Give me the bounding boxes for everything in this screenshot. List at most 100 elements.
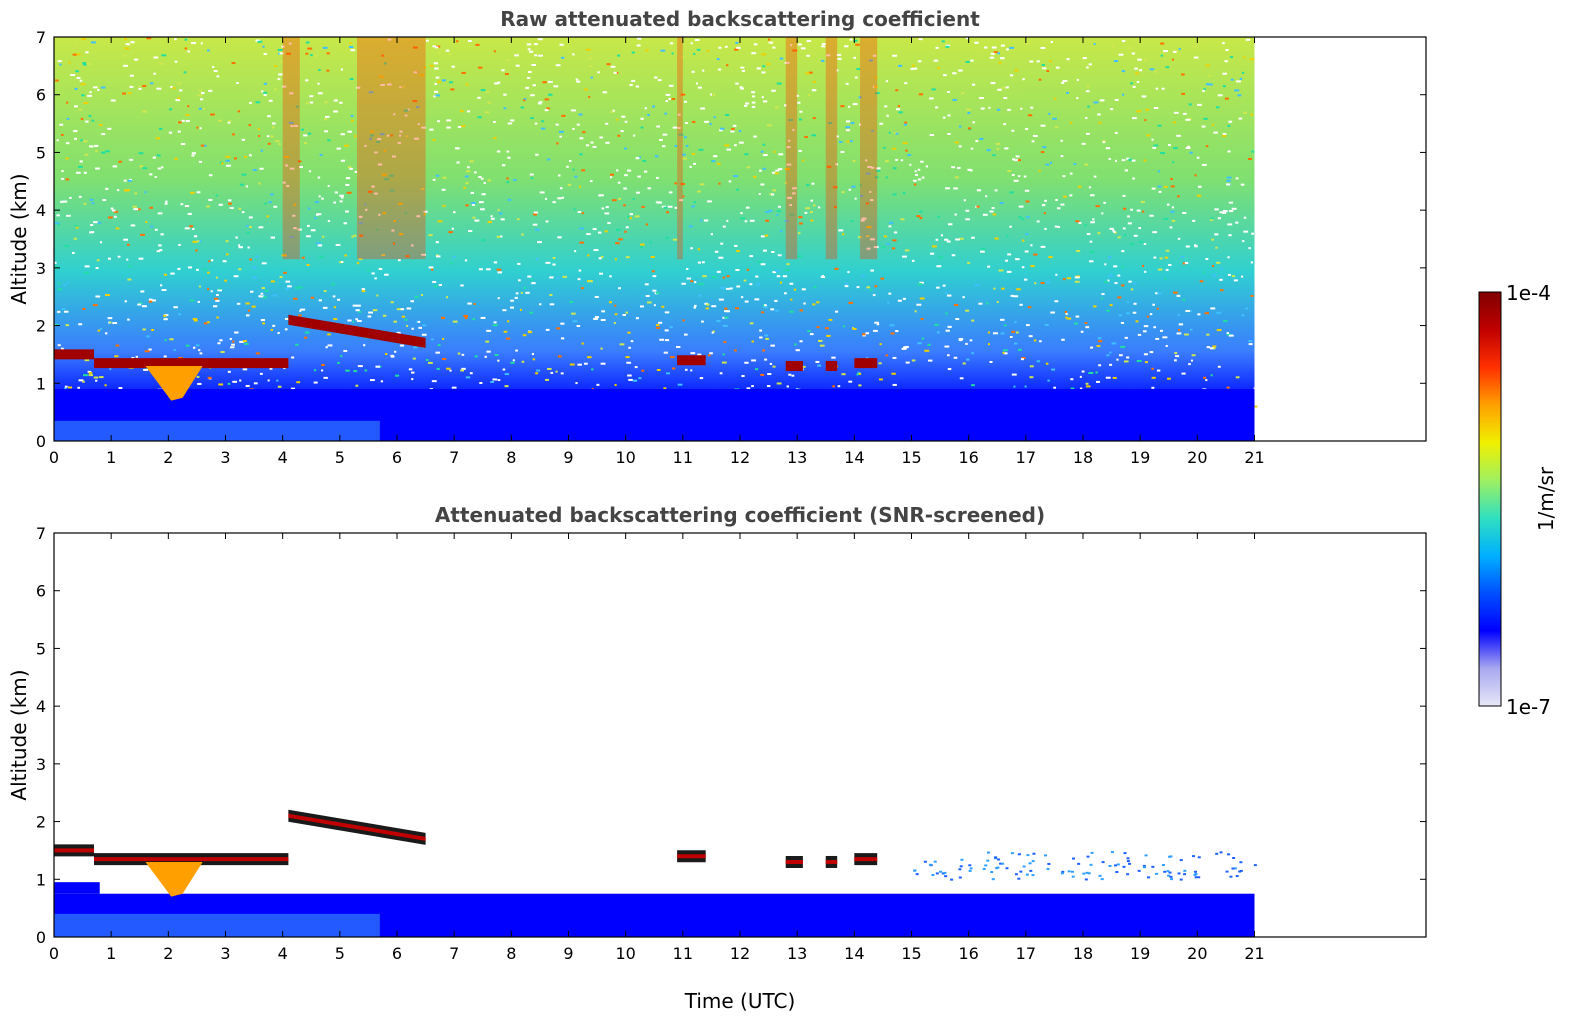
noise-speck — [69, 196, 72, 199]
noise-speck — [798, 216, 803, 219]
noise-speck — [1061, 81, 1065, 84]
noise-speck — [423, 213, 426, 216]
noise-speck — [1090, 221, 1095, 224]
noise-speck — [846, 140, 851, 143]
noise-speck — [723, 341, 727, 344]
noise-speck — [870, 238, 875, 241]
noise-speck — [1243, 216, 1247, 219]
noise-speck — [952, 98, 957, 101]
noise-speck — [339, 101, 343, 104]
noise-speck — [396, 331, 401, 334]
noise-speck — [435, 241, 439, 244]
noise-speck — [1223, 320, 1228, 323]
noise-speck — [123, 189, 129, 192]
noise-speck — [934, 323, 939, 326]
noise-speck — [1151, 376, 1156, 379]
noise-speck — [520, 291, 523, 294]
noise-speck — [1194, 245, 1198, 248]
noise-speck — [290, 125, 294, 128]
noise-speck — [625, 356, 630, 359]
noise-speck — [1172, 291, 1178, 294]
noise-speck — [358, 258, 363, 261]
noise-speck — [1201, 125, 1206, 128]
noise-speck — [83, 102, 89, 105]
noise-speck — [605, 206, 609, 209]
noise-speck — [428, 266, 434, 269]
noise-speck — [725, 64, 729, 67]
noise-speck — [902, 142, 908, 145]
noise-speck — [284, 328, 288, 331]
screened-speck — [1169, 875, 1173, 878]
noise-speck — [217, 119, 222, 122]
y-axis-label: Altitude (km) — [7, 669, 31, 800]
noise-speck — [486, 90, 490, 93]
noise-speck — [591, 368, 594, 371]
noise-speck — [735, 82, 739, 85]
noise-speck — [95, 267, 99, 270]
noise-speck — [131, 357, 135, 360]
noise-speck — [431, 338, 434, 341]
noise-speck — [115, 227, 120, 230]
noise-speck — [464, 175, 469, 178]
noise-speck — [220, 351, 225, 354]
noise-speck — [1007, 253, 1012, 256]
noise-speck — [140, 233, 145, 236]
noise-speck — [432, 45, 436, 48]
screened-speck — [1123, 852, 1127, 855]
noise-speck — [1217, 365, 1221, 368]
noise-speck — [61, 133, 64, 136]
noise-speck — [97, 329, 101, 332]
x-axis-ticks: 0 1 2 3 4 5 6 7 8 9 10 11 12 13 14 15 16 17 18 19 20 21 — [49, 533, 1265, 963]
noise-speck — [903, 123, 907, 126]
noise-speck — [856, 286, 860, 289]
noise-speck — [494, 354, 499, 357]
noise-speck — [819, 344, 825, 347]
noise-speck — [764, 234, 769, 237]
noise-speck — [1123, 234, 1127, 237]
noise-speck — [333, 110, 338, 113]
noise-speck — [393, 113, 396, 116]
noise-speck — [1069, 194, 1073, 197]
screened-speck — [1031, 874, 1035, 877]
noise-speck — [970, 169, 973, 172]
noise-speck — [246, 231, 250, 234]
noise-speck — [507, 198, 512, 201]
noise-speck — [581, 212, 584, 215]
noise-speck — [652, 289, 657, 292]
noise-speck — [535, 153, 539, 156]
noise-speck — [535, 258, 539, 261]
noise-speck — [295, 343, 299, 346]
noise-speck — [74, 87, 78, 90]
noise-speck — [149, 173, 153, 176]
noise-speck — [501, 164, 506, 167]
noise-speck — [1108, 274, 1114, 277]
noise-speck — [655, 291, 660, 294]
noise-speck — [492, 324, 498, 327]
noise-speck — [609, 173, 614, 176]
noise-speck — [795, 349, 800, 352]
noise-speck — [127, 92, 132, 95]
noise-speck — [270, 328, 274, 331]
noise-speck — [285, 280, 291, 283]
noise-speck — [1006, 234, 1009, 237]
screened-speck — [986, 851, 990, 854]
y-tick-label: 4 — [36, 201, 46, 220]
noise-speck — [980, 107, 985, 110]
noise-speck — [225, 240, 229, 243]
noise-speck — [1111, 45, 1115, 48]
noise-speck — [419, 74, 424, 77]
noise-speck — [478, 66, 483, 69]
noise-speck — [434, 285, 438, 288]
noise-speck — [1045, 281, 1051, 284]
noise-speck — [1097, 337, 1102, 340]
noise-speck — [1226, 333, 1231, 336]
noise-speck — [618, 197, 622, 200]
noise-speck — [236, 302, 241, 305]
noise-speck — [378, 213, 381, 216]
noise-speck — [356, 262, 360, 265]
noise-speck — [391, 155, 396, 158]
noise-speck — [1170, 185, 1175, 188]
noise-speck — [500, 235, 503, 238]
noise-speck — [910, 68, 914, 71]
noise-speck — [191, 152, 196, 155]
